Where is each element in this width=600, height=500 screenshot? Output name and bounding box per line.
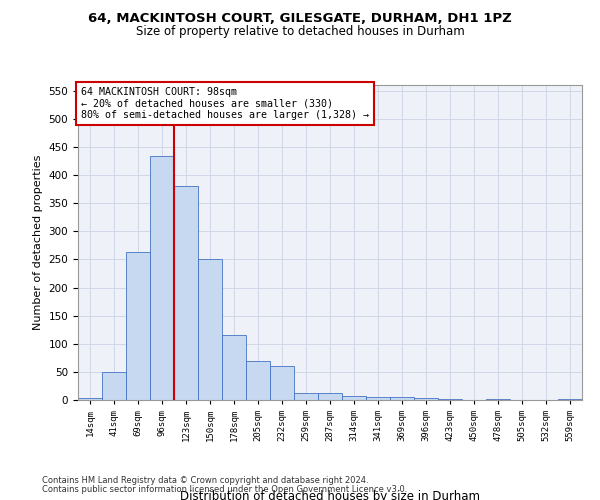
Text: Contains public sector information licensed under the Open Government Licence v3: Contains public sector information licen… <box>42 485 407 494</box>
Bar <box>486 399 510 400</box>
Bar <box>246 360 270 400</box>
Text: Contains HM Land Registry data © Crown copyright and database right 2024.: Contains HM Land Registry data © Crown c… <box>42 476 368 485</box>
Text: 64, MACKINTOSH COURT, GILESGATE, DURHAM, DH1 1PZ: 64, MACKINTOSH COURT, GILESGATE, DURHAM,… <box>88 12 512 26</box>
Bar <box>390 396 414 400</box>
Bar <box>366 396 390 400</box>
Bar <box>198 260 222 400</box>
Bar <box>294 392 318 400</box>
Bar <box>174 186 198 400</box>
Bar <box>342 396 366 400</box>
Text: 64 MACKINTOSH COURT: 98sqm
← 20% of detached houses are smaller (330)
80% of sem: 64 MACKINTOSH COURT: 98sqm ← 20% of deta… <box>80 86 368 120</box>
Bar <box>150 156 174 400</box>
Text: Size of property relative to detached houses in Durham: Size of property relative to detached ho… <box>136 25 464 38</box>
Bar <box>222 336 246 400</box>
Bar <box>78 398 102 400</box>
Bar <box>126 252 150 400</box>
Y-axis label: Number of detached properties: Number of detached properties <box>33 155 43 330</box>
Bar <box>102 372 126 400</box>
Bar <box>438 399 462 400</box>
Bar <box>414 398 438 400</box>
Bar <box>318 392 342 400</box>
Bar <box>270 366 294 400</box>
Bar <box>558 399 582 400</box>
X-axis label: Distribution of detached houses by size in Durham: Distribution of detached houses by size … <box>180 490 480 500</box>
